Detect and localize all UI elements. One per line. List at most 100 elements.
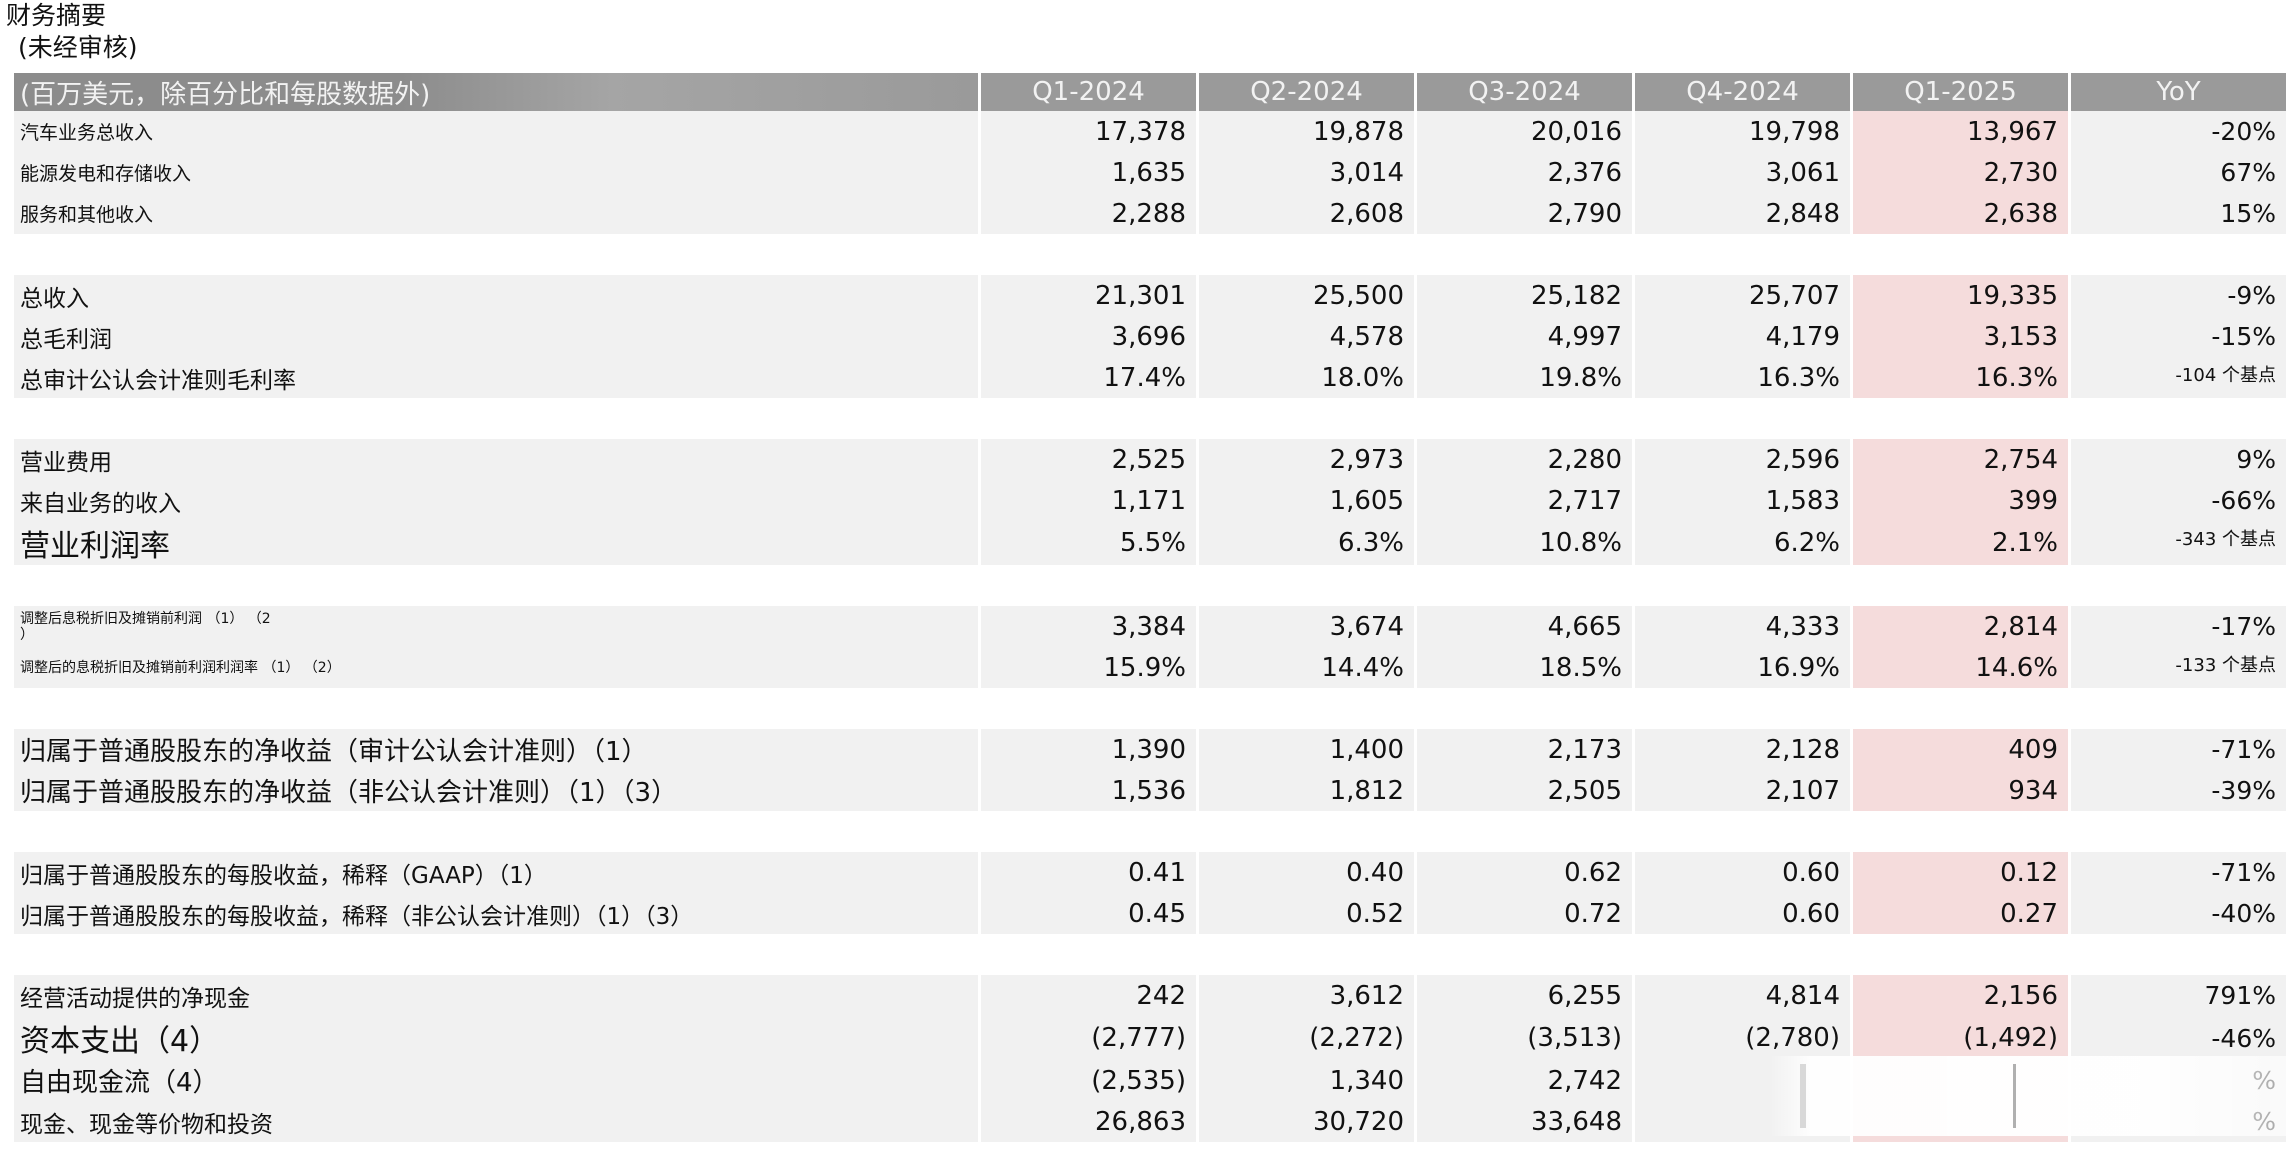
table-cell: 30,720 — [1199, 1101, 1417, 1142]
table-cell: 17,378 — [981, 111, 1199, 152]
table-cell: 17.4% — [981, 357, 1199, 398]
table-cell: 21,301 — [981, 275, 1199, 316]
header-q1-2024: Q1-2024 — [981, 73, 1199, 111]
row-label: 营业利润率 — [14, 521, 981, 565]
table-cell: 25,707 — [1635, 275, 1853, 316]
table-cell: 3,612 — [1199, 975, 1417, 1016]
table-cell: (2,777) — [981, 1016, 1199, 1060]
table-cell: 0.62 — [1417, 852, 1635, 893]
table-cell: 3,384 — [981, 606, 1199, 647]
photo-glare-artifact — [2013, 1064, 2016, 1128]
table-cell: 4,665 — [1417, 606, 1635, 647]
table-body: 汽车业务总收入 17,378 19,878 20,016 19,798 13,967 -20… — [14, 111, 2289, 1142]
table-cell: 4,578 — [1199, 316, 1417, 357]
row-label: 归属于普通股股东的净收益（审计公认会计准则）（1） — [14, 729, 981, 770]
photo-glare-overlay — [1770, 1056, 2296, 1136]
yoy-cell: -71% — [2071, 729, 2289, 770]
table-cell: 0.40 — [1199, 852, 1417, 893]
table-cell: 19.8% — [1417, 357, 1635, 398]
header-q4-2024: Q4-2024 — [1635, 73, 1853, 111]
yoy-cell: -343 个基点 — [2071, 521, 2289, 565]
table-row: 营业费用 2,525 2,973 2,280 2,596 2,754 9% — [14, 439, 2289, 480]
table-cell: 1,812 — [1199, 770, 1417, 811]
yoy-cell: -46% — [2071, 1016, 2289, 1060]
page-subtitle: (未经审核) — [18, 33, 138, 62]
header-q1-2025: Q1-2025 — [1853, 73, 2071, 111]
yoy-cell: 791% — [2071, 975, 2289, 1016]
table-row: 归属于普通股股东的净收益（审计公认会计准则）（1） 1,390 1,400 2,173… — [14, 729, 2289, 770]
spacer-cell — [14, 234, 2289, 275]
table-cell: 0.60 — [1635, 852, 1853, 893]
table-header-row: (百万美元，除百分比和每股数据外) Q1-2024 Q2-2024 Q3-202… — [14, 73, 2289, 111]
table-cell: 0.52 — [1199, 893, 1417, 934]
table-cell: 6.3% — [1199, 521, 1417, 565]
table-row: 总收入 21,301 25,500 25,182 25,707 19,335 -9% — [14, 275, 2289, 316]
table-cell: 2,505 — [1417, 770, 1635, 811]
yoy-cell: -9% — [2071, 275, 2289, 316]
photo-glare-artifact — [1800, 1064, 1806, 1128]
table-row: 营业利润率 5.5% 6.3% 10.8% 6.2% 2.1% -343 个基点 — [14, 521, 2289, 565]
yoy-cell: -133 个基点 — [2071, 647, 2289, 688]
row-spacer — [14, 565, 2289, 606]
row-label: 自由现金流（4） — [14, 1060, 981, 1101]
table-cell: 19,878 — [1199, 111, 1417, 152]
table-cell: 14.4% — [1199, 647, 1417, 688]
table-cell: 4,179 — [1635, 316, 1853, 357]
table-cell: 0.60 — [1635, 893, 1853, 934]
row-label: 来自业务的收入 — [14, 480, 981, 521]
table-cell: 2,717 — [1417, 480, 1635, 521]
table-cell: 25,500 — [1199, 275, 1417, 316]
table-cell: 1,390 — [981, 729, 1199, 770]
row-label: 汽车业务总收入 — [14, 111, 981, 152]
yoy-cell: 15% — [2071, 193, 2289, 234]
table-row: 总审计公认会计准则毛利率 17.4% 18.0% 19.8% 16.3% 16.3% -10… — [14, 357, 2289, 398]
header-q2-2024: Q2-2024 — [1199, 73, 1417, 111]
table-cell: 1,605 — [1199, 480, 1417, 521]
table-cell: (2,780) — [1635, 1016, 1853, 1060]
table-cell: 2,156 — [1853, 975, 2071, 1016]
yoy-cell: -39% — [2071, 770, 2289, 811]
header-q3-2024: Q3-2024 — [1417, 73, 1635, 111]
row-spacer — [14, 688, 2289, 729]
table-cell: 399 — [1853, 480, 2071, 521]
row-label: 能源发电和存储收入 — [14, 152, 981, 193]
table-cell: 2,596 — [1635, 439, 1853, 480]
row-spacer — [14, 811, 2289, 852]
table-cell: 3,696 — [981, 316, 1199, 357]
table-cell: 2,525 — [981, 439, 1199, 480]
row-label: 服务和其他收入 — [14, 193, 981, 234]
table-cell: 3,014 — [1199, 152, 1417, 193]
table-cell: 2,376 — [1417, 152, 1635, 193]
table-cell: 0.27 — [1853, 893, 2071, 934]
row-label: 归属于普通股股东的每股收益，稀释（非公认会计准则）（1）（3） — [14, 893, 981, 934]
table-cell: 1,583 — [1635, 480, 1853, 521]
table-cell: 409 — [1853, 729, 2071, 770]
table-cell: 2,608 — [1199, 193, 1417, 234]
header-units-label: (百万美元，除百分比和每股数据外) — [14, 73, 981, 111]
table-row: 来自业务的收入 1,171 1,605 2,717 1,583 399 -66% — [14, 480, 2289, 521]
row-label: 总审计公认会计准则毛利率 — [14, 357, 981, 398]
table-row: 调整后的息税折旧及摊销前利润利润率 （1） （2） 15.9% 14.4% 18.5%… — [14, 647, 2289, 688]
row-spacer — [14, 934, 2289, 975]
table-cell: 25,182 — [1417, 275, 1635, 316]
table-row: 汽车业务总收入 17,378 19,878 20,016 19,798 13,967 -20… — [14, 111, 2289, 152]
yoy-cell: -40% — [2071, 893, 2289, 934]
spacer-cell — [14, 811, 2289, 852]
table-row: 能源发电和存储收入 1,635 3,014 2,376 3,061 2,730 67% — [14, 152, 2289, 193]
table-cell: 1,635 — [981, 152, 1199, 193]
table-cell: 0.72 — [1417, 893, 1635, 934]
table-row: 归属于普通股股东的每股收益，稀释（非公认会计准则）（1）（3） 0.45 0.52 0… — [14, 893, 2289, 934]
table-cell: 16.9% — [1635, 647, 1853, 688]
table-cell: 2,742 — [1417, 1060, 1635, 1101]
row-label: 总毛利润 — [14, 316, 981, 357]
table-cell: 2,107 — [1635, 770, 1853, 811]
table-cell: 2,730 — [1853, 152, 2071, 193]
table-cell: 3,674 — [1199, 606, 1417, 647]
yoy-cell: 9% — [2071, 439, 2289, 480]
table-cell: 934 — [1853, 770, 2071, 811]
table-cell: 0.41 — [981, 852, 1199, 893]
table-row: 归属于普通股股东的净收益（非公认会计准则）（1）（3） 1,536 1,812 2,5… — [14, 770, 2289, 811]
table-cell: 6,255 — [1417, 975, 1635, 1016]
table-cell: 2,638 — [1853, 193, 2071, 234]
table-cell: 6.2% — [1635, 521, 1853, 565]
